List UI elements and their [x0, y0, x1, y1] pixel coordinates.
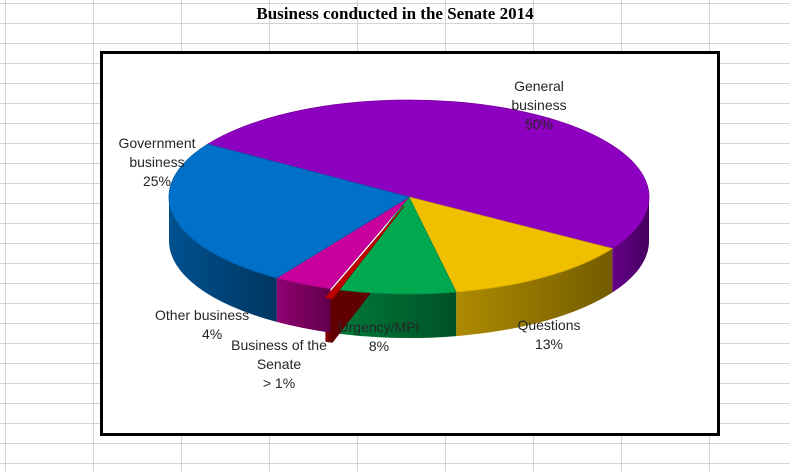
- slice-pct-other-business: 4%: [202, 326, 223, 342]
- pie-chart: [168, 99, 650, 343]
- slice-pct-general-business: 50%: [524, 116, 554, 132]
- slice-side-shade-urgency-mpi: [337, 289, 457, 338]
- chart-area[interactable]: General business 50% Government business 2…: [100, 51, 720, 436]
- slice-business-of-the-senate[interactable]: [324, 205, 405, 300]
- slice-label-other-business: Other business 4%: [155, 306, 275, 344]
- slice-name-government-business: Government business: [118, 135, 196, 170]
- slice-name-questions: Questions: [517, 317, 581, 333]
- slice-pct-government-business: 25%: [142, 173, 172, 189]
- slice-side-shade-government-business: [169, 197, 277, 322]
- slice-side-shade-general-business: [612, 197, 649, 293]
- slice-label-business-of-the-senate: Business of the Senate > 1%: [227, 336, 331, 393]
- slice-label-general-business: General business 50%: [491, 77, 587, 134]
- slice-pct-urgency-mpi: 8%: [368, 338, 390, 354]
- slice-pct-questions: 13%: [534, 336, 564, 352]
- slice-label-questions: Questions 13%: [501, 316, 597, 354]
- slice-label-urgency-mpi: Urgency/MPI 8%: [327, 318, 431, 356]
- slice-name-other-business: Other business: [155, 307, 250, 323]
- slice-general-business[interactable]: [206, 99, 650, 249]
- chart-title: Business conducted in the Senate 2014: [256, 4, 534, 23]
- slice-urgency-mpi[interactable]: [336, 196, 457, 295]
- slice-side-shade-other-business: [276, 277, 331, 333]
- slice-label-government-business: Government business 25%: [103, 134, 211, 191]
- slice-name-urgency-mpi: Urgency/MPI: [338, 319, 420, 335]
- slice-questions[interactable]: [408, 196, 614, 293]
- slice-side-shade-questions: [456, 248, 613, 337]
- slice-pct-business-of-the-senate: > 1%: [262, 375, 296, 391]
- slice-government-business[interactable]: [168, 143, 411, 279]
- pie-top: [168, 99, 650, 300]
- slice-name-general-business: General business: [511, 78, 567, 113]
- slice-name-business-of-the-senate: Business of the Senate: [231, 337, 327, 372]
